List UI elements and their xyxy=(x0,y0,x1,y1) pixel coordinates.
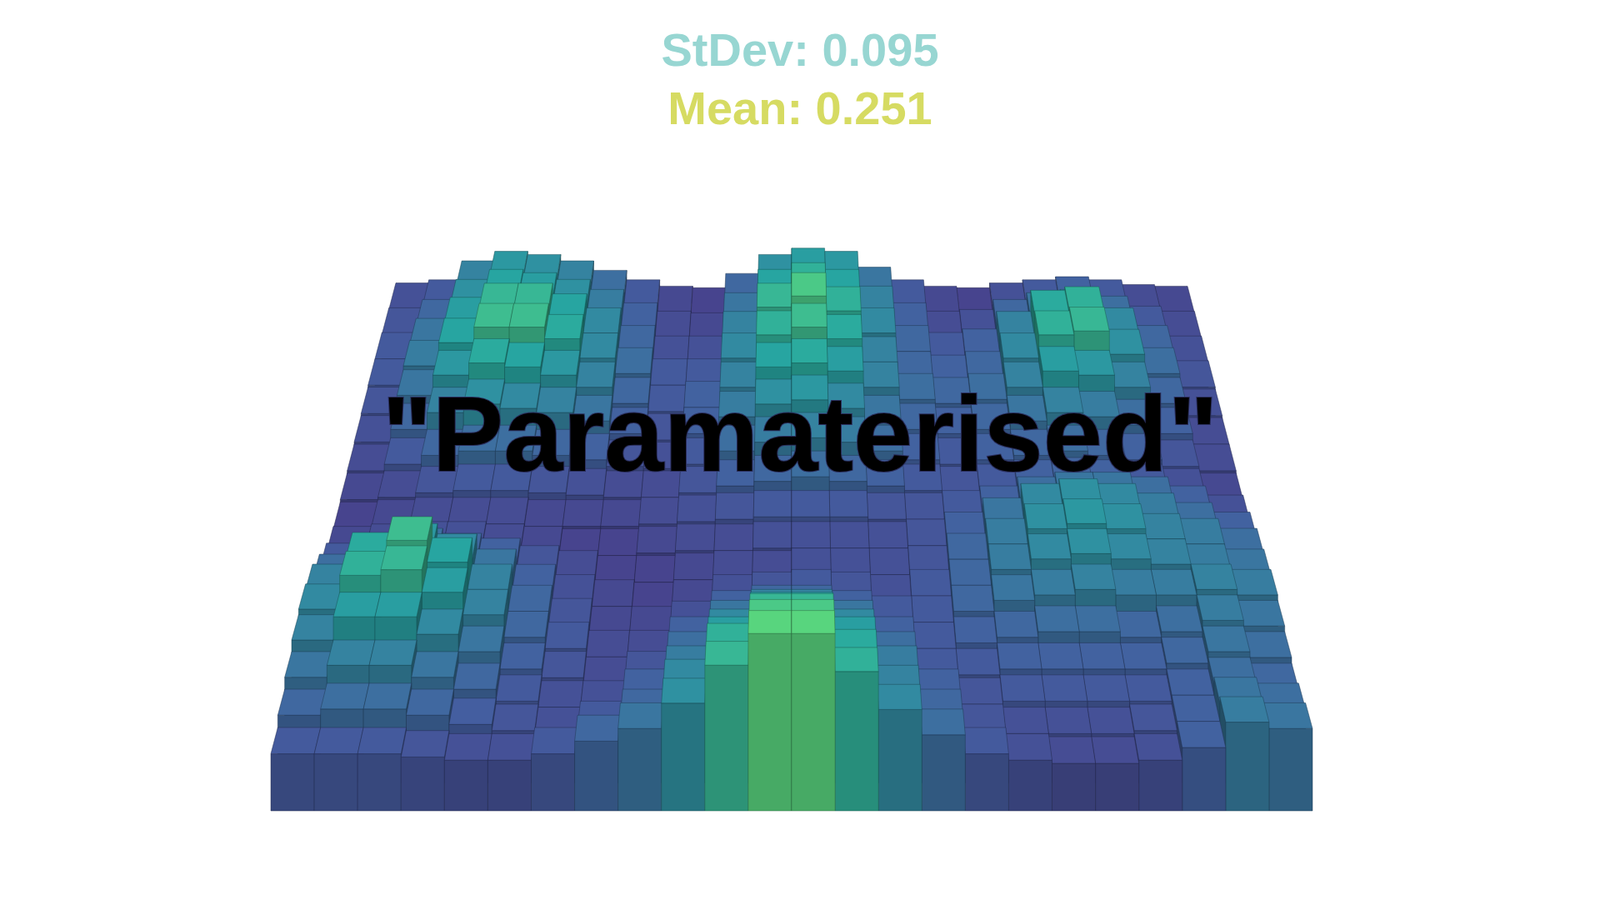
svg-text:StDev: 0.095: StDev: 0.095 xyxy=(660,23,939,76)
svg-text:"Paramaterised": "Paramaterised" xyxy=(381,374,1219,494)
svg-text:Mean: 0.251: Mean: 0.251 xyxy=(667,81,933,135)
